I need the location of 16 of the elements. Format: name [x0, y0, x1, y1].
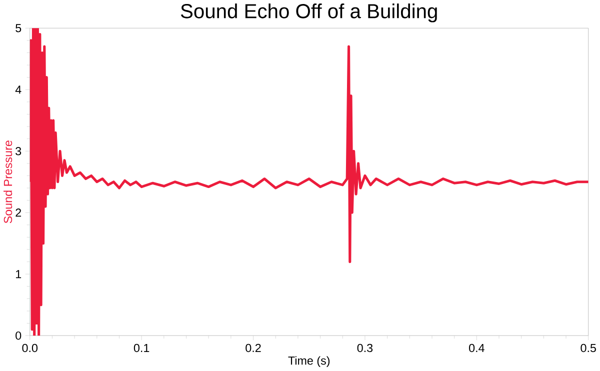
x-tick-label: 0.2 [246, 344, 261, 352]
y-tick-label: 3 [16, 147, 22, 156]
x-tick-label: 0.0 [22, 344, 38, 352]
y-tick-label: 0 [16, 332, 22, 340]
x-tick-label: 0.5 [580, 344, 596, 352]
x-tick-label: 0.3 [357, 344, 373, 352]
x-tick-label: 0.4 [469, 344, 484, 352]
line-series [30, 28, 588, 336]
y-tick-label: 5 [16, 24, 22, 32]
y-tick-label: 2 [16, 208, 22, 217]
y-tick-label: 4 [15, 86, 22, 94]
chart-title: Sound Echo Off of a Building [180, 4, 437, 22]
x-axis-title: Time (s) [288, 356, 330, 368]
y-axis-title: Sound Pressure [4, 140, 12, 224]
x-tick-label: 0.1 [134, 344, 150, 352]
y-tick-label: 1 [16, 270, 22, 278]
